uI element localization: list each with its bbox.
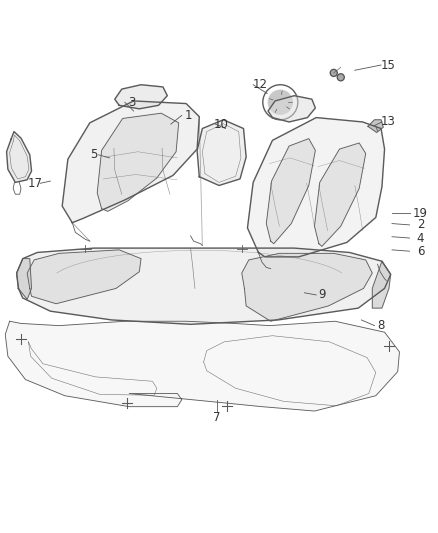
Text: 15: 15 bbox=[380, 59, 395, 71]
Text: 7: 7 bbox=[213, 411, 221, 424]
Text: 10: 10 bbox=[214, 118, 229, 131]
Polygon shape bbox=[314, 143, 366, 246]
Circle shape bbox=[332, 71, 336, 75]
Polygon shape bbox=[247, 118, 385, 257]
Text: 5: 5 bbox=[91, 148, 98, 161]
Polygon shape bbox=[5, 321, 399, 411]
Text: 13: 13 bbox=[380, 116, 395, 128]
Polygon shape bbox=[7, 132, 32, 182]
Polygon shape bbox=[115, 85, 167, 109]
Text: 1: 1 bbox=[184, 109, 192, 122]
Circle shape bbox=[337, 74, 344, 81]
Polygon shape bbox=[97, 113, 179, 211]
Text: 3: 3 bbox=[128, 96, 135, 109]
Text: 9: 9 bbox=[318, 288, 326, 302]
Polygon shape bbox=[372, 261, 391, 308]
Text: 12: 12 bbox=[253, 78, 268, 91]
Polygon shape bbox=[242, 253, 372, 321]
Polygon shape bbox=[268, 96, 315, 122]
Circle shape bbox=[339, 75, 343, 79]
Polygon shape bbox=[17, 259, 32, 300]
Polygon shape bbox=[27, 250, 141, 304]
Text: 8: 8 bbox=[378, 319, 385, 332]
Polygon shape bbox=[266, 139, 315, 244]
Polygon shape bbox=[368, 120, 383, 133]
Polygon shape bbox=[17, 248, 391, 324]
Text: 19: 19 bbox=[413, 207, 428, 220]
Circle shape bbox=[330, 69, 337, 76]
Text: 2: 2 bbox=[417, 219, 424, 231]
Circle shape bbox=[268, 90, 293, 115]
Text: 17: 17 bbox=[28, 177, 42, 190]
Polygon shape bbox=[197, 120, 246, 185]
Polygon shape bbox=[62, 101, 199, 223]
Text: 6: 6 bbox=[417, 245, 424, 257]
Text: 4: 4 bbox=[417, 231, 424, 245]
